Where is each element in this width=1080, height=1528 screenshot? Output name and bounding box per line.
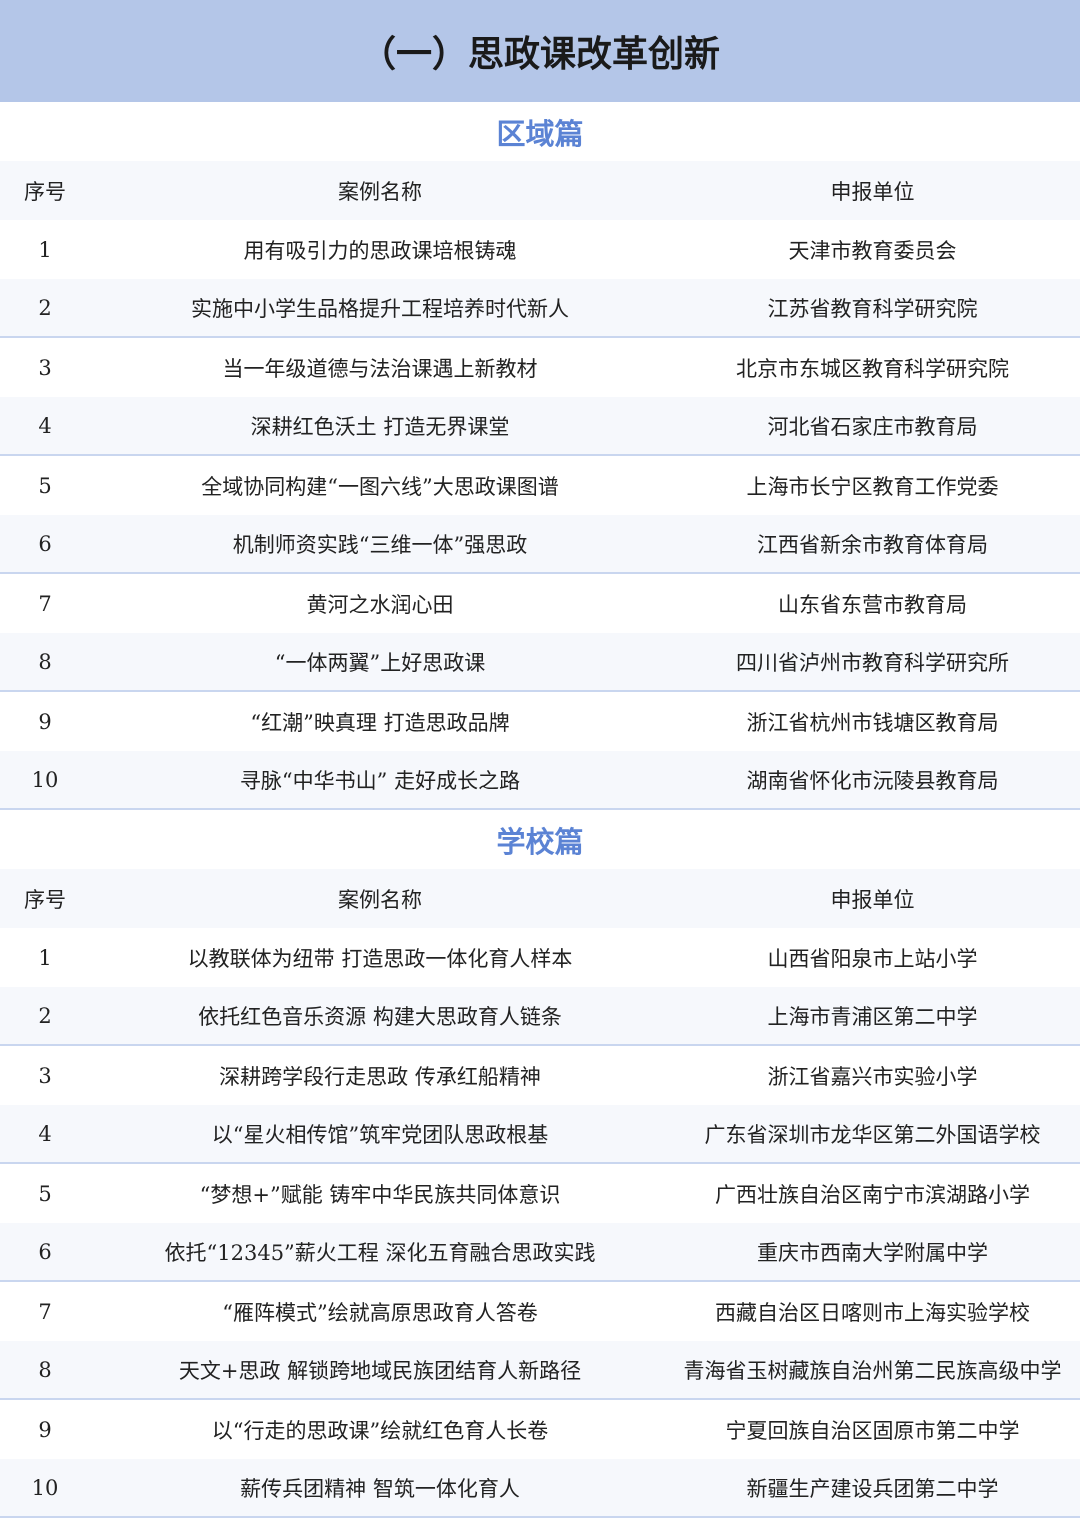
row-index: 8 (38, 649, 52, 674)
table-row: 10 薪传兵团精神 智筑一体化育人 新疆生产建设兵团第二中学 (0, 1459, 1080, 1518)
table-row: 8 “一体两翼”上好思政课 四川省泸州市教育科学研究所 (0, 633, 1080, 692)
header-unit: 申报单位 (830, 179, 915, 204)
row-index: 1 (38, 237, 52, 262)
applicant-unit: 广东省深圳市龙华区第二外国语学校 (704, 1122, 1041, 1147)
table-row: 4 深耕红色沃土 打造无界课堂 河北省石家庄市教育局 (0, 397, 1080, 456)
applicant-unit: 江西省新余市教育体育局 (757, 532, 988, 557)
row-index: 10 (31, 1475, 59, 1500)
applicant-unit: 江苏省教育科学研究院 (767, 296, 978, 321)
row-index: 6 (38, 531, 52, 556)
section-region: 区域篇序号 案例名称 申报单位 1 用有吸引力的思政课培根铸魂 天津市教育委员会 2 实施中小… (0, 102, 1080, 810)
header-index: 序号 (24, 179, 66, 204)
sections: 区域篇 序号 案例名称 申报单位 1 用有吸引力的思政课培根铸魂 天津市教育委员会 2 实施中小… (0, 102, 1080, 1518)
case-name: 实施中小学生品格提升工程培养时代新人 (191, 296, 569, 321)
case-name: 当一年级道德与法治课遇上新教材 (222, 356, 538, 381)
case-name: 依托红色音乐资源 构建大思政育人链条 (198, 1004, 562, 1029)
case-name: 天文+思政 解锁跨地域民族团结育人新路径 (178, 1358, 582, 1383)
applicant-unit: 北京市东城区教育科学研究院 (736, 356, 1009, 381)
case-name: 机制师资实践“三维一体”强思政 (232, 532, 528, 557)
applicant-unit: 青海省玉树藏族自治州第二民族高级中学 (683, 1358, 1062, 1383)
section-school: 学校篇序号 案例名称 申报单位 1 以教联体为纽带 打造思政一体化育人样本 山西省阳泉市上… (0, 810, 1080, 1518)
case-name: 以“行走的思政课”绘就红色育人长卷 (211, 1418, 549, 1443)
table-row: 9 “红潮”映真理 打造思政品牌 浙江省杭州市钱塘区教育局 (0, 692, 1080, 751)
section-title: 学校篇 (496, 824, 584, 859)
header-case-name: 案例名称 (338, 887, 422, 912)
case-name: “红潮”映真理 打造思政品牌 (250, 710, 510, 735)
row-index: 3 (38, 355, 52, 380)
row-index: 8 (38, 1357, 52, 1382)
applicant-unit: 河北省石家庄市教育局 (767, 414, 978, 439)
table-row: 10 寻脉“中华书山” 走好成长之路 湖南省怀化市沅陵县教育局 (0, 751, 1080, 810)
applicant-unit: 上海市青浦区第二中学 (767, 1004, 978, 1029)
case-name: 依托“12345”薪火工程 深化五育融合思政实践 (164, 1240, 596, 1265)
applicant-unit: 宁夏回族自治区固原市第二中学 (725, 1418, 1020, 1443)
case-name: “梦想+”赋能 铸牢中华民族共同体意识 (199, 1182, 561, 1207)
section-title: 区域篇 (496, 116, 584, 151)
row-index: 7 (38, 591, 52, 616)
table-row: 7 黄河之水润心田 山东省东营市教育局 (0, 574, 1080, 633)
row-index: 9 (38, 709, 52, 734)
case-name: 以“星火相传馆”筑牢党团队思政根基 (211, 1122, 549, 1147)
row-index: 4 (38, 413, 52, 438)
table-row: 3 当一年级道德与法治课遇上新教材 北京市东城区教育科学研究院 (0, 338, 1080, 397)
table-row: 3 深耕跨学段行走思政 传承红船精神 浙江省嘉兴市实验小学 (0, 1046, 1080, 1105)
table-row: 5 “梦想+”赋能 铸牢中华民族共同体意识 广西壮族自治区南宁市滨湖路小学 (0, 1164, 1080, 1223)
table-row: 9 以“行走的思政课”绘就红色育人长卷 宁夏回族自治区固原市第二中学 (0, 1400, 1080, 1459)
case-name: 以教联体为纽带 打造思政一体化育人样本 (187, 946, 573, 971)
header-case-name: 案例名称 (338, 179, 422, 204)
row-index: 9 (38, 1417, 52, 1442)
applicant-unit: 广西壮族自治区南宁市滨湖路小学 (715, 1182, 1030, 1207)
table-row: 2 实施中小学生品格提升工程培养时代新人 江苏省教育科学研究院 (0, 279, 1080, 338)
row-index: 2 (38, 1003, 52, 1028)
row-index: 5 (38, 1181, 52, 1206)
applicant-unit: 西藏自治区日喀则市上海实验学校 (715, 1300, 1030, 1325)
row-index: 4 (38, 1121, 52, 1146)
applicant-unit: 山西省阳泉市上站小学 (767, 946, 978, 971)
case-name: “一体两翼”上好思政课 (274, 650, 486, 675)
table-row: 2 依托红色音乐资源 构建大思政育人链条 上海市青浦区第二中学 (0, 987, 1080, 1046)
table-row: 6 机制师资实践“三维一体”强思政 江西省新余市教育体育局 (0, 515, 1080, 574)
table-row: 5 全域协同构建“一图六线”大思政课图谱 上海市长宁区教育工作党委 (0, 456, 1080, 515)
table-row: 4 以“星火相传馆”筑牢党团队思政根基 广东省深圳市龙华区第二外国语学校 (0, 1105, 1080, 1164)
header-index: 序号 (24, 887, 66, 912)
table-row: 1 以教联体为纽带 打造思政一体化育人样本 山西省阳泉市上站小学 (0, 928, 1080, 987)
case-name: 深耕跨学段行走思政 传承红船精神 (219, 1064, 541, 1089)
row-index: 2 (38, 295, 52, 320)
case-name: 深耕红色沃土 打造无界课堂 (250, 414, 510, 439)
applicant-unit: 湖南省怀化市沅陵县教育局 (746, 768, 999, 793)
applicant-unit: 四川省泸州市教育科学研究所 (736, 650, 1009, 675)
row-index: 7 (38, 1299, 52, 1324)
row-index: 3 (38, 1063, 52, 1088)
table-row: 1 用有吸引力的思政课培根铸魂 天津市教育委员会 (0, 220, 1080, 279)
table-row: 7 “雁阵模式”绘就高原思政育人答卷 西藏自治区日喀则市上海实验学校 (0, 1282, 1080, 1341)
applicant-unit: 山东省东营市教育局 (778, 592, 967, 617)
page-title: （一）思政课改革创新 (0, 0, 1080, 102)
row-index: 5 (38, 473, 52, 498)
case-name: “雁阵模式”绘就高原思政育人答卷 (222, 1300, 538, 1325)
table-header-row: 序号 案例名称 申报单位 (0, 869, 1080, 928)
row-index: 10 (31, 767, 59, 792)
case-name: 全域协同构建“一图六线”大思政课图谱 (201, 474, 559, 499)
applicant-unit: 浙江省杭州市钱塘区教育局 (746, 710, 999, 735)
applicant-unit: 重庆市西南大学附属中学 (757, 1240, 988, 1265)
case-name: 用有吸引力的思政课培根铸魂 (243, 238, 517, 263)
table-row: 6 依托“12345”薪火工程 深化五育融合思政实践 重庆市西南大学附属中学 (0, 1223, 1080, 1282)
case-name: 黄河之水润心田 (306, 592, 454, 617)
case-name: 寻脉“中华书山” 走好成长之路 (239, 768, 521, 793)
table-row: 8 天文+思政 解锁跨地域民族团结育人新路径 青海省玉树藏族自治州第二民族高级中学 (0, 1341, 1080, 1400)
applicant-unit: 新疆生产建设兵团第二中学 (746, 1476, 999, 1501)
row-index: 1 (38, 945, 52, 970)
applicant-unit: 上海市长宁区教育工作党委 (746, 474, 999, 499)
case-name: 薪传兵团精神 智筑一体化育人 (240, 1476, 520, 1501)
header-unit: 申报单位 (830, 887, 915, 912)
row-index: 6 (38, 1239, 52, 1264)
applicant-unit: 浙江省嘉兴市实验小学 (767, 1064, 978, 1089)
applicant-unit: 天津市教育委员会 (788, 238, 957, 263)
table-header-row: 序号 案例名称 申报单位 (0, 161, 1080, 220)
